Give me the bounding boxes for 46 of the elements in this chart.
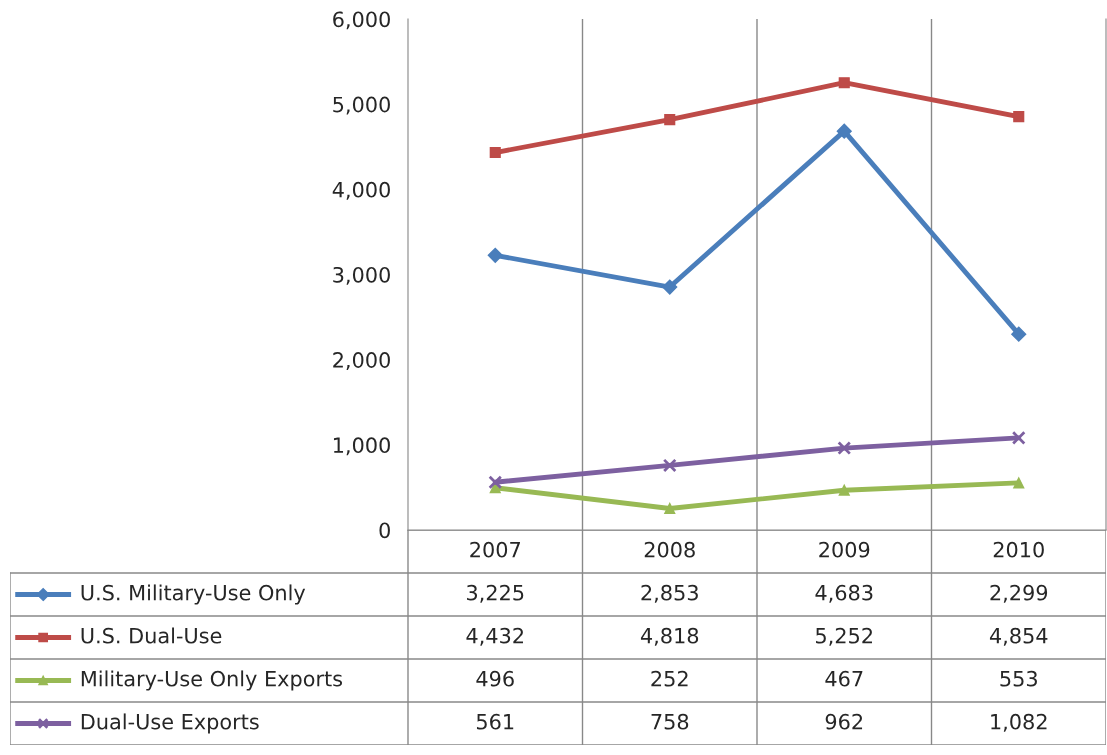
point	[487, 247, 503, 263]
y-tick-label: 1,000	[333, 437, 390, 456]
data-label: 2,853	[641, 584, 698, 603]
data-label: 467	[825, 670, 863, 687]
data-label: 4,818	[640, 627, 699, 646]
legend-label: Military-Use Only Exports	[81, 670, 343, 691]
data-label: 1,082	[991, 713, 1047, 732]
point	[1013, 477, 1025, 489]
legend-label: Dual-Use Exports	[81, 713, 259, 734]
legend-label: U.S. Dual-Use	[81, 627, 222, 644]
data-label: 3,225	[467, 584, 524, 603]
point	[488, 475, 503, 490]
point	[1013, 111, 1025, 123]
data-label: 5,252	[816, 627, 872, 646]
point	[838, 484, 850, 496]
data-label: 2,299	[990, 584, 1048, 603]
x-tick-label: 2010	[993, 541, 1044, 558]
point	[1011, 430, 1026, 445]
point	[836, 123, 852, 139]
data-label: 962	[825, 713, 863, 730]
point	[664, 502, 676, 515]
x-tick-label: 2009	[819, 541, 870, 558]
legend-label: U.S. Military-Use Only	[81, 584, 306, 605]
data-label: 561	[476, 713, 514, 730]
y-tick-label: 6,000	[333, 11, 390, 30]
data-label: 4,683	[815, 584, 873, 603]
x-tick-label: 2007	[470, 541, 520, 558]
data-label: 553	[1000, 670, 1037, 687]
y-tick-label: 5,000	[333, 96, 390, 115]
point	[838, 77, 850, 89]
data-label: 252	[651, 670, 688, 687]
y-tick-label: 4,000	[332, 181, 390, 200]
point	[662, 279, 678, 295]
y-tick-label: 3,000	[333, 266, 390, 285]
data-label: 4,854	[989, 627, 1048, 646]
x-tick-label: 2008	[644, 541, 695, 558]
data-label: 758	[651, 713, 689, 730]
y-tick-label: 2,000	[333, 352, 390, 370]
point	[837, 441, 852, 456]
point	[664, 114, 676, 126]
y-tick-label: 0	[379, 522, 390, 539]
point	[1011, 326, 1027, 342]
data-label: 4,432	[466, 627, 523, 646]
data-label: 496	[476, 670, 514, 687]
point	[662, 458, 677, 473]
point	[489, 146, 501, 159]
